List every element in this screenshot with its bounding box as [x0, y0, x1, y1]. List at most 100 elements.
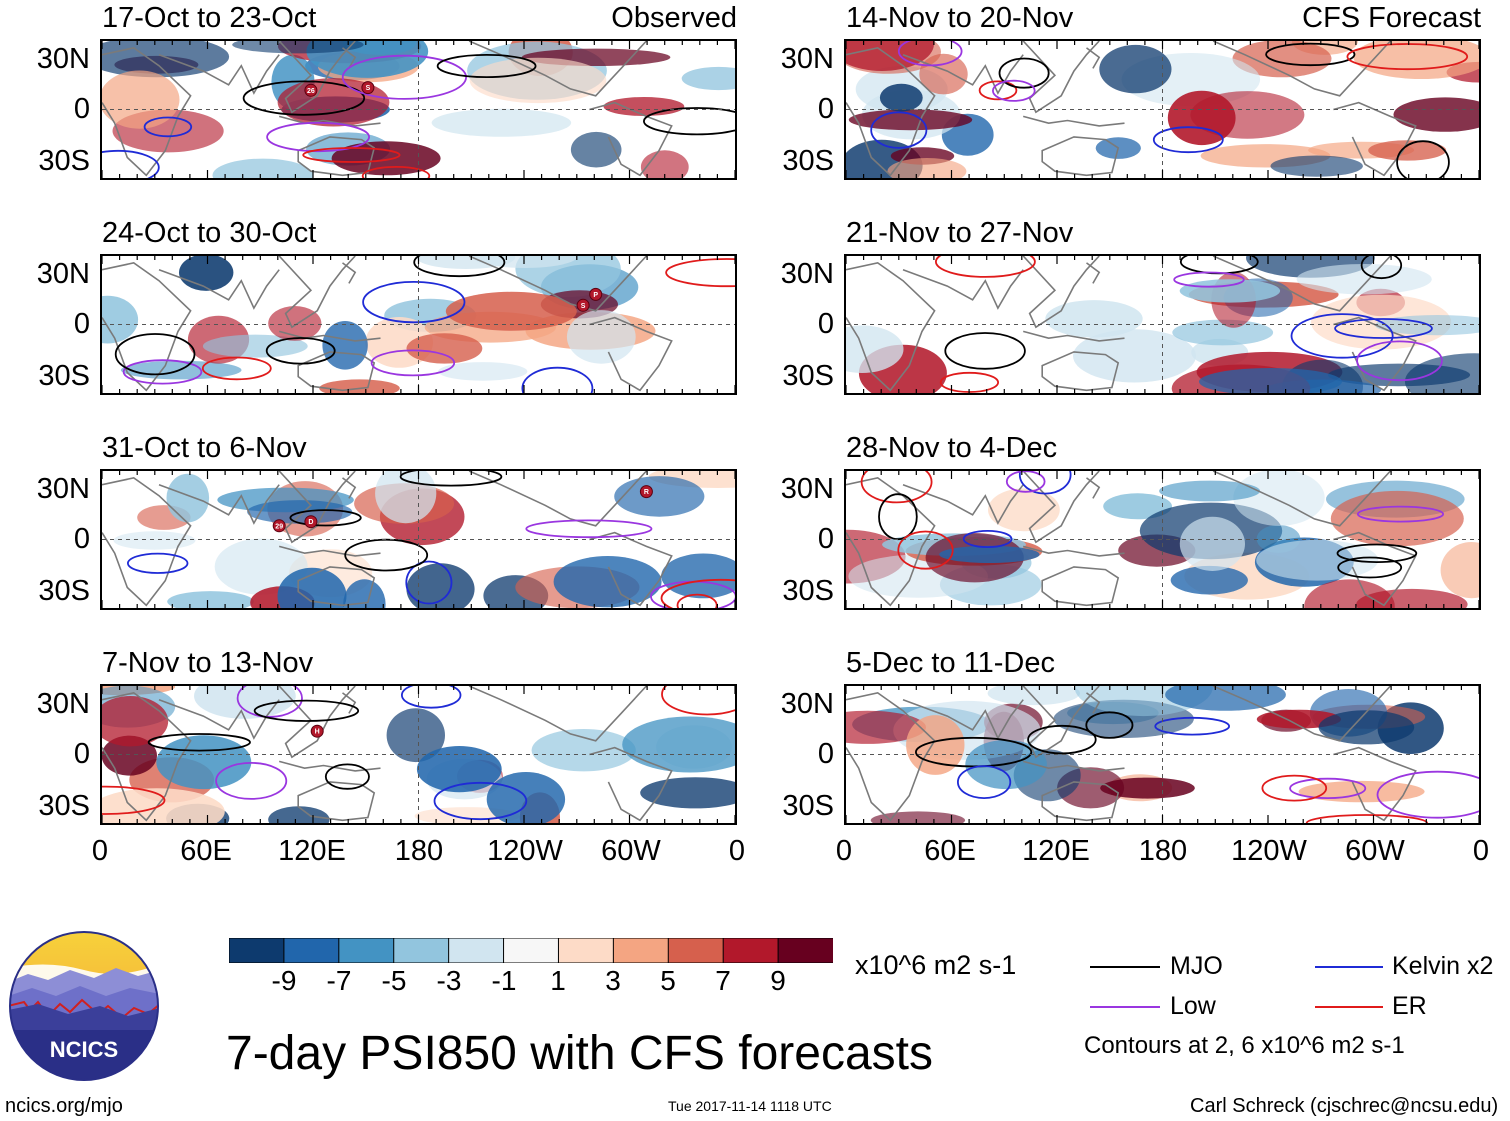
anomaly-shading	[1190, 91, 1305, 139]
legend-low-label: Low	[1170, 992, 1216, 1020]
colorbar-tick-label: -5	[381, 965, 407, 996]
anomaly-shading	[906, 715, 965, 775]
colorbar-tick-label: -7	[326, 965, 352, 996]
anomaly-shading	[1327, 363, 1471, 387]
coastline	[846, 477, 936, 607]
anomaly-shading	[472, 256, 578, 268]
coastline	[1333, 531, 1417, 607]
contour-line	[143, 116, 193, 138]
coastline	[1333, 746, 1417, 822]
anomaly-shading	[640, 777, 735, 809]
anomaly-shading	[622, 716, 735, 773]
coastline	[102, 477, 192, 607]
map-svg: PS	[102, 256, 735, 393]
coastline	[1212, 256, 1391, 312]
contour-line	[676, 593, 718, 608]
lat-label: 30S	[782, 790, 834, 822]
coastline	[1086, 47, 1101, 69]
coastline	[278, 760, 381, 772]
logo-text: NCICS	[50, 1037, 118, 1062]
contour-line	[236, 686, 303, 718]
coastline	[589, 746, 673, 822]
lat-label: 0	[817, 93, 834, 125]
colorbar-tick-label: 3	[605, 965, 621, 996]
contour-line	[1018, 471, 1072, 495]
contour-line	[215, 762, 288, 800]
storm-marker-label: R	[644, 489, 649, 496]
colorbar-swatches	[228, 937, 835, 964]
legend-mjo-label: MJO	[1170, 952, 1223, 980]
lon-label: 180	[394, 835, 444, 867]
panel-title: 5-Dec to 11-Dec	[846, 647, 1055, 679]
storm-marker-label: P	[593, 292, 598, 299]
anomaly-shading	[102, 295, 139, 344]
contour-line	[344, 538, 429, 572]
contour-line	[361, 166, 431, 178]
anomaly-shading	[846, 710, 926, 744]
lon-label: 0	[91, 835, 109, 867]
colorbar-tick-label: -9	[271, 965, 297, 996]
anomaly-shading	[268, 806, 330, 823]
anomaly-shading	[102, 735, 157, 776]
contour-line	[962, 530, 1013, 549]
anomaly-shading	[1170, 565, 1248, 595]
anomaly-shading	[416, 746, 502, 793]
anomaly-shading	[469, 57, 607, 104]
anomaly-shading	[919, 53, 968, 95]
anomaly-shading	[331, 141, 441, 176]
anomaly-shading	[1440, 542, 1479, 599]
coastline	[1022, 471, 1100, 544]
map-svg: 29 D R	[102, 471, 735, 608]
storm-marker	[361, 81, 375, 95]
contour-line	[324, 763, 370, 790]
contour-line	[878, 493, 918, 541]
storm-marker-label: D	[308, 519, 313, 526]
map-svg: H	[102, 686, 735, 823]
map-panel: H	[100, 684, 737, 825]
contour-line	[401, 686, 462, 709]
contour-line	[341, 54, 467, 100]
coastline	[1022, 256, 1100, 329]
contour-line	[1337, 556, 1403, 579]
coastline	[342, 692, 357, 714]
storm-marker	[310, 724, 324, 738]
coastline	[1041, 781, 1120, 822]
anomaly-shading	[319, 379, 400, 393]
map-svg	[846, 471, 1479, 608]
footer-url[interactable]: ncics.org/mjo	[5, 1095, 123, 1117]
anomaly-shading	[1159, 480, 1261, 502]
contour-line	[1261, 774, 1328, 802]
anomaly-shading	[553, 556, 662, 608]
map-panel	[844, 684, 1481, 825]
storm-marker-label: S	[581, 303, 586, 310]
lat-label: 30N	[780, 43, 834, 75]
colorbar-swatch	[393, 937, 450, 964]
anomaly-shading	[102, 70, 180, 129]
storm-marker	[272, 519, 286, 533]
map-panel: 29 D R	[100, 469, 737, 610]
contour-line	[1289, 777, 1367, 800]
coastline	[297, 351, 376, 392]
colorbar-swatch	[228, 937, 285, 964]
coastline	[102, 262, 192, 392]
contour-line	[1346, 43, 1469, 71]
colorbar-swatch	[503, 937, 560, 964]
coastline	[297, 566, 376, 607]
anomaly-shading	[988, 488, 1060, 532]
coastline	[278, 471, 356, 544]
lon-label: 180	[1138, 835, 1188, 867]
contour-line	[665, 258, 735, 288]
coastline	[1022, 330, 1125, 342]
contour-line	[870, 111, 928, 149]
anomaly-shading	[277, 567, 347, 608]
coastline	[589, 531, 673, 607]
lat-label: 0	[73, 93, 90, 125]
lat-label: 0	[73, 308, 90, 340]
colorbar-swatch	[667, 937, 725, 964]
coastline	[468, 686, 647, 742]
map-svg	[846, 686, 1479, 823]
anomaly-shading	[939, 545, 1040, 563]
lat-label: 30N	[36, 43, 90, 75]
anomaly-shading	[661, 553, 735, 599]
contour-line	[897, 41, 963, 67]
